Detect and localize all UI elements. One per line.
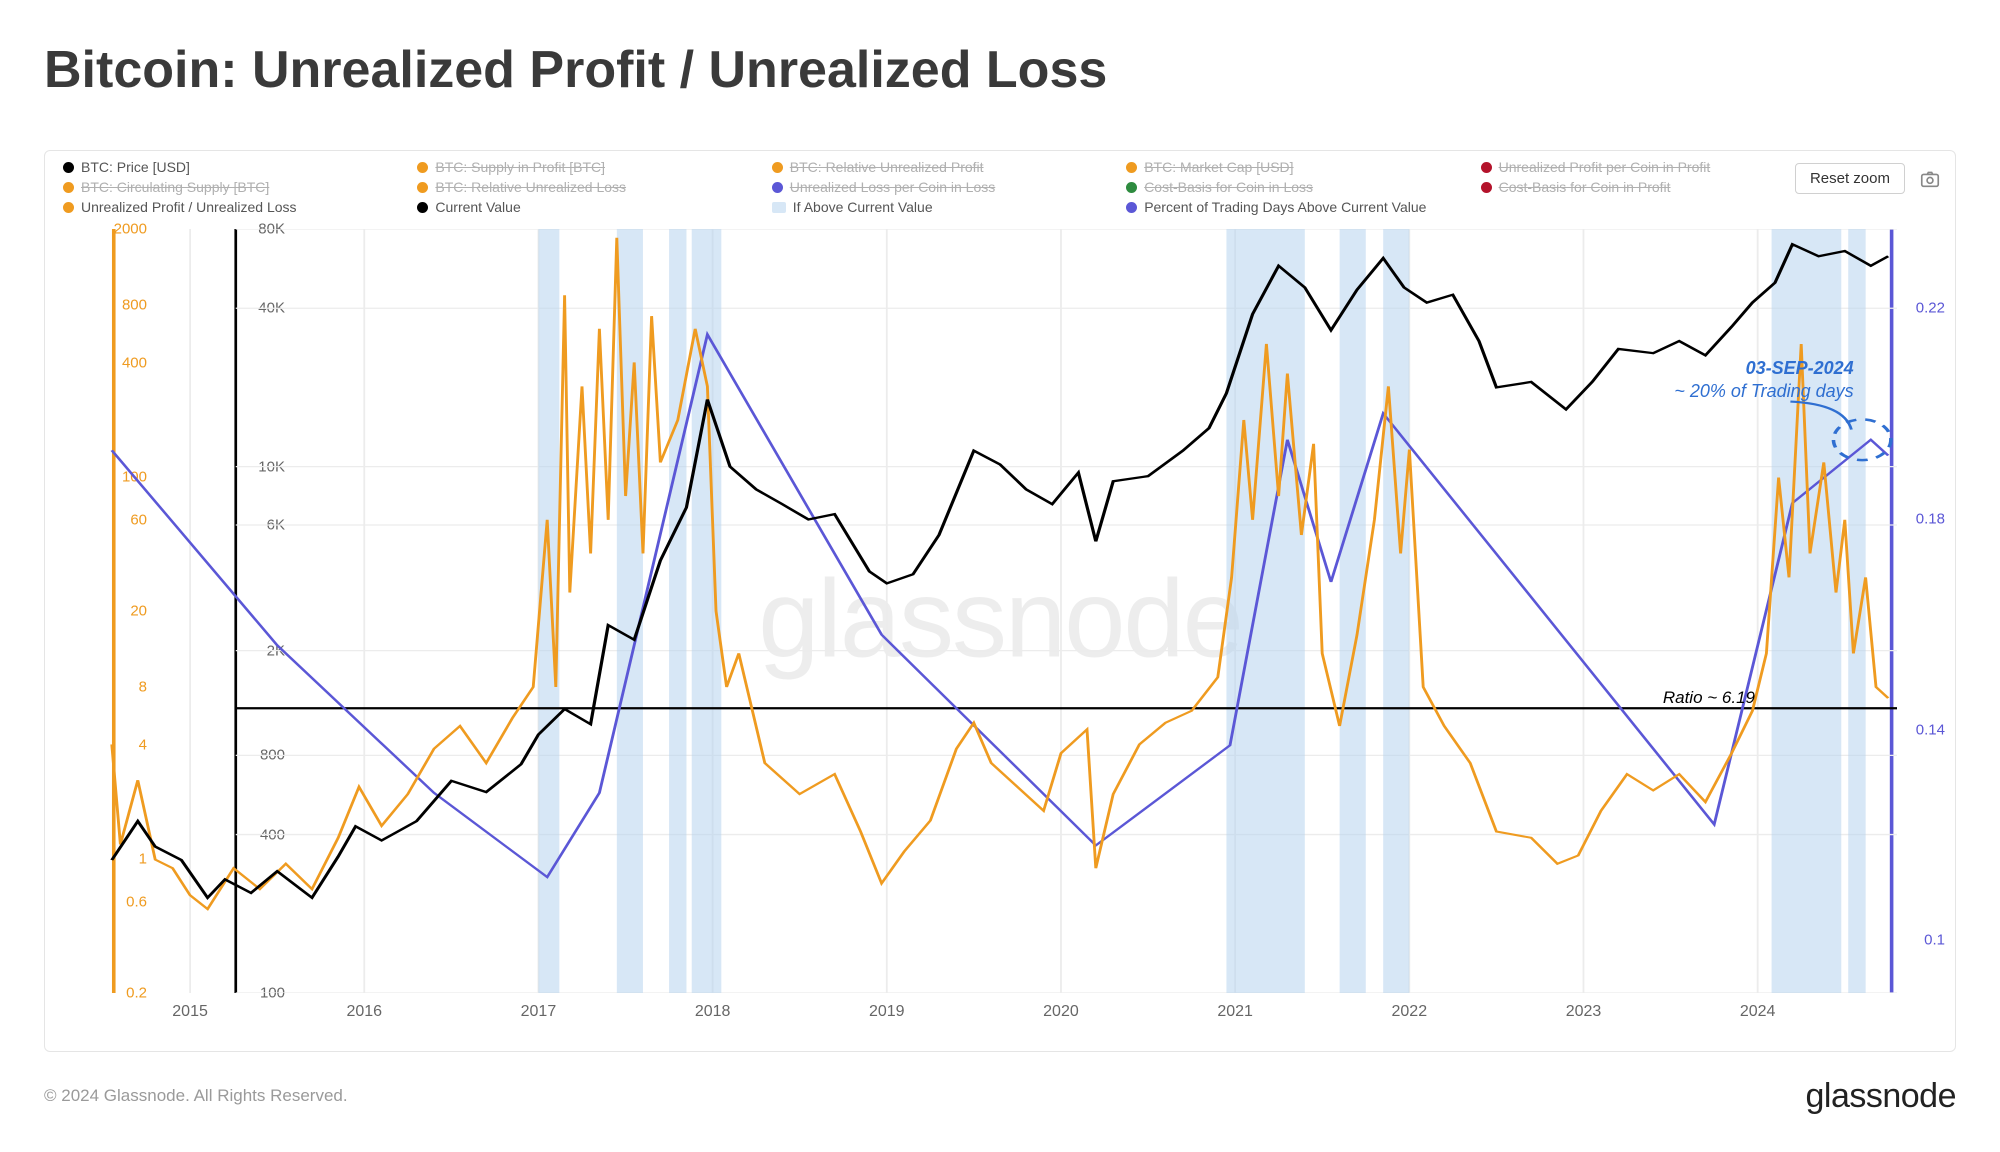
legend-label: If Above Current Value <box>793 199 933 215</box>
x-tick-label: 2019 <box>869 1003 905 1021</box>
legend-label: Cost-Basis for Coin in Loss <box>1144 179 1313 195</box>
x-axis-labels: 2015 2016 2017 2018 2019 2020 2021 2022 2023 2024 <box>103 1003 1897 1033</box>
legend-label: Current Value <box>435 199 520 215</box>
legend-label: Unrealized Profit per Coin in Profit <box>1499 159 1711 175</box>
legend-item[interactable]: Unrealized Profit / Unrealized Loss <box>63 199 417 215</box>
legend: BTC: Price [USD] BTC: Supply in Profit [B… <box>63 159 1835 215</box>
chart-container: BTC: Price [USD] BTC: Supply in Profit [B… <box>44 150 1956 1052</box>
legend-swatch <box>417 182 428 193</box>
legend-label: BTC: Relative Unrealized Loss <box>435 179 626 195</box>
legend-label: BTC: Market Cap [USD] <box>1144 159 1293 175</box>
x-tick-label: 2022 <box>1392 1003 1428 1021</box>
legend-item[interactable]: Unrealized Loss per Coin in Loss <box>772 179 1126 195</box>
date-annotation: 03-SEP-2024~ 20% of Trading days <box>1674 357 1853 402</box>
legend-label: Unrealized Profit / Unrealized Loss <box>81 199 297 215</box>
legend-swatch <box>417 202 428 213</box>
legend-label: Percent of Trading Days Above Current Va… <box>1144 199 1426 215</box>
legend-item[interactable]: BTC: Circulating Supply [BTC] <box>63 179 417 195</box>
legend-label: BTC: Relative Unrealized Profit <box>790 159 984 175</box>
chart-svg <box>103 229 1897 993</box>
legend-swatch <box>1126 162 1137 173</box>
y3-tick-label: 0.14 <box>1916 721 1945 738</box>
legend-swatch <box>417 162 428 173</box>
legend-swatch <box>772 202 786 213</box>
chart-toolbar: Reset zoom <box>1795 163 1941 194</box>
legend-label: BTC: Circulating Supply [BTC] <box>81 179 269 195</box>
x-tick-label: 2024 <box>1740 1003 1776 1021</box>
legend-item[interactable]: BTC: Relative Unrealized Profit <box>772 159 1126 175</box>
legend-item[interactable]: Percent of Trading Days Above Current Va… <box>1126 199 1480 215</box>
legend-label: Cost-Basis for Coin in Profit <box>1499 179 1671 195</box>
page-title: Bitcoin: Unrealized Profit / Unrealized … <box>0 0 2000 100</box>
y3-tick-label: 0.22 <box>1916 300 1945 317</box>
legend-item[interactable]: BTC: Price [USD] <box>63 159 417 175</box>
legend-item[interactable]: Cost-Basis for Coin in Profit <box>1481 179 1835 195</box>
legend-label: BTC: Price [USD] <box>81 159 190 175</box>
x-tick-label: 2020 <box>1043 1003 1079 1021</box>
legend-swatch <box>1481 182 1492 193</box>
ratio-annotation: Ratio ~ 6.19 <box>1663 688 1755 708</box>
legend-swatch <box>772 182 783 193</box>
legend-item[interactable]: BTC: Relative Unrealized Loss <box>417 179 771 195</box>
legend-swatch <box>63 202 74 213</box>
x-tick-label: 2021 <box>1217 1003 1253 1021</box>
x-tick-label: 2023 <box>1566 1003 1602 1021</box>
x-tick-label: 2018 <box>695 1003 731 1021</box>
x-tick-label: 2017 <box>521 1003 557 1021</box>
legend-item[interactable]: If Above Current Value <box>772 199 1126 215</box>
legend-label: Unrealized Loss per Coin in Loss <box>790 179 995 195</box>
camera-icon[interactable] <box>1919 168 1941 190</box>
y3-tick-label: 0.18 <box>1916 510 1945 527</box>
brand-logo: glassnode <box>1805 1077 1956 1116</box>
legend-item[interactable]: Current Value <box>417 199 771 215</box>
reset-zoom-button[interactable]: Reset zoom <box>1795 163 1905 194</box>
legend-swatch <box>1126 182 1137 193</box>
legend-item[interactable]: Unrealized Profit per Coin in Profit <box>1481 159 1835 175</box>
footer-copyright: © 2024 Glassnode. All Rights Reserved. <box>44 1086 348 1106</box>
legend-item[interactable]: BTC: Supply in Profit [BTC] <box>417 159 771 175</box>
plot-area[interactable] <box>103 229 1897 993</box>
legend-swatch <box>1126 202 1137 213</box>
y-axis-right-labels: 0.1 0.14 0.18 0.22 <box>1899 229 1955 993</box>
legend-item[interactable]: BTC: Market Cap [USD] <box>1126 159 1480 175</box>
x-tick-label: 2016 <box>346 1003 382 1021</box>
legend-swatch <box>63 182 74 193</box>
y3-tick-label: 0.1 <box>1924 932 1945 949</box>
legend-swatch <box>1481 162 1492 173</box>
x-tick-label: 2015 <box>172 1003 208 1021</box>
legend-item[interactable]: Cost-Basis for Coin in Loss <box>1126 179 1480 195</box>
legend-swatch <box>772 162 783 173</box>
legend-swatch <box>63 162 74 173</box>
legend-label: BTC: Supply in Profit [BTC] <box>435 159 605 175</box>
